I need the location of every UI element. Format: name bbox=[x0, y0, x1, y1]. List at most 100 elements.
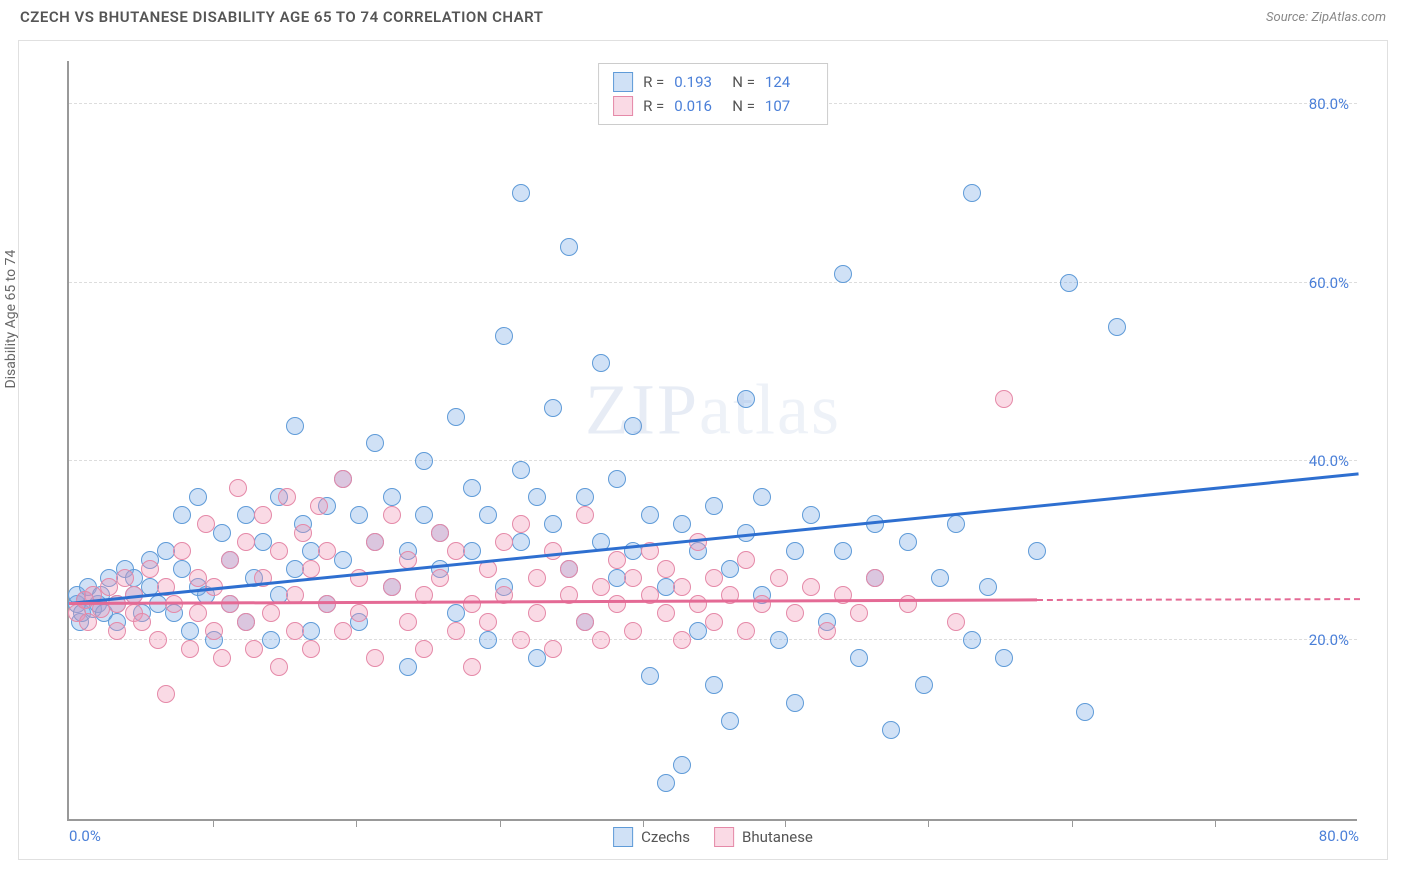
scatter-point bbox=[512, 184, 530, 202]
scatter-point bbox=[213, 524, 231, 542]
scatter-point bbox=[262, 604, 280, 622]
scatter-point bbox=[197, 515, 215, 533]
scatter-point bbox=[383, 506, 401, 524]
y-tick-label: 40.0% bbox=[1309, 452, 1349, 470]
scatter-point bbox=[818, 622, 836, 640]
scatter-point bbox=[447, 408, 465, 426]
scatter-point bbox=[1076, 703, 1094, 721]
scatter-point bbox=[310, 497, 328, 515]
scatter-point bbox=[979, 578, 997, 596]
x-tick bbox=[928, 819, 929, 827]
scatter-point bbox=[1108, 318, 1126, 336]
scatter-point bbox=[608, 595, 626, 613]
scatter-point bbox=[431, 524, 449, 542]
scatter-point bbox=[229, 479, 247, 497]
x-tick bbox=[1072, 819, 1073, 827]
legend-item-bhutanese: Bhutanese bbox=[714, 827, 813, 847]
scatter-point bbox=[592, 631, 610, 649]
scatter-point bbox=[899, 533, 917, 551]
scatter-point bbox=[834, 542, 852, 560]
scatter-point bbox=[350, 604, 368, 622]
scatter-point bbox=[173, 506, 191, 524]
trend-line-dashed bbox=[1036, 598, 1359, 601]
scatter-point bbox=[544, 399, 562, 417]
correlation-stats-box: R = 0.193 N = 124 R = 0.016 N = 107 bbox=[598, 63, 828, 125]
legend-swatch-czechs bbox=[613, 827, 633, 847]
scatter-point bbox=[237, 613, 255, 631]
scatter-point bbox=[624, 569, 642, 587]
scatter-point bbox=[512, 461, 530, 479]
scatter-point bbox=[753, 488, 771, 506]
chart-title: CZECH VS BHUTANESE DISABILITY AGE 65 TO … bbox=[20, 8, 543, 26]
scatter-point bbox=[673, 578, 691, 596]
scatter-point bbox=[608, 551, 626, 569]
scatter-point bbox=[576, 613, 594, 631]
stats-row-bhutanese: R = 0.016 N = 107 bbox=[609, 94, 817, 118]
scatter-point bbox=[705, 676, 723, 694]
scatter-point bbox=[882, 721, 900, 739]
x-tick bbox=[213, 819, 214, 827]
y-tick-label: 80.0% bbox=[1309, 95, 1349, 113]
scatter-point bbox=[463, 542, 481, 560]
scatter-point bbox=[302, 622, 320, 640]
scatter-point bbox=[673, 515, 691, 533]
scatter-point bbox=[181, 640, 199, 658]
scatter-point bbox=[689, 622, 707, 640]
scatter-point bbox=[334, 470, 352, 488]
legend-item-czechs: Czechs bbox=[613, 827, 690, 847]
scatter-point bbox=[254, 506, 272, 524]
scatter-point bbox=[383, 578, 401, 596]
scatter-point bbox=[512, 631, 530, 649]
scatter-point bbox=[641, 506, 659, 524]
scatter-point bbox=[866, 569, 884, 587]
scatter-point bbox=[294, 524, 312, 542]
scatter-point bbox=[399, 551, 417, 569]
scatter-point bbox=[592, 578, 610, 596]
scatter-point bbox=[463, 658, 481, 676]
stats-row-czechs: R = 0.193 N = 124 bbox=[609, 70, 817, 94]
chart-container: Disability Age 65 to 74 ZIPatlas R = 0.1… bbox=[18, 40, 1388, 860]
gridline bbox=[69, 282, 1357, 283]
scatter-point bbox=[576, 506, 594, 524]
scatter-point bbox=[931, 569, 949, 587]
scatter-point bbox=[689, 595, 707, 613]
scatter-point bbox=[673, 631, 691, 649]
scatter-point bbox=[149, 631, 167, 649]
scatter-point bbox=[278, 488, 296, 506]
scatter-point bbox=[399, 613, 417, 631]
scatter-point bbox=[383, 488, 401, 506]
scatter-point bbox=[270, 658, 288, 676]
scatter-point bbox=[544, 640, 562, 658]
scatter-point bbox=[770, 569, 788, 587]
scatter-point bbox=[528, 649, 546, 667]
scatter-point bbox=[495, 533, 513, 551]
scatter-point bbox=[415, 506, 433, 524]
scatter-point bbox=[165, 595, 183, 613]
scatter-point bbox=[576, 488, 594, 506]
scatter-point bbox=[657, 774, 675, 792]
scatter-point bbox=[608, 470, 626, 488]
y-axis-label: Disability Age 65 to 74 bbox=[3, 250, 19, 389]
scatter-point bbox=[495, 327, 513, 345]
scatter-point bbox=[737, 551, 755, 569]
scatter-point bbox=[705, 497, 723, 515]
scatter-point bbox=[753, 595, 771, 613]
scatter-point bbox=[447, 622, 465, 640]
scatter-point bbox=[318, 542, 336, 560]
scatter-point bbox=[657, 560, 675, 578]
scatter-point bbox=[995, 649, 1013, 667]
swatch-czechs bbox=[613, 72, 633, 92]
scatter-point bbox=[995, 390, 1013, 408]
scatter-point bbox=[1028, 542, 1046, 560]
scatter-point bbox=[641, 667, 659, 685]
scatter-point bbox=[189, 488, 207, 506]
scatter-point bbox=[189, 604, 207, 622]
scatter-point bbox=[463, 595, 481, 613]
scatter-point bbox=[79, 613, 97, 631]
scatter-point bbox=[544, 515, 562, 533]
scatter-point bbox=[850, 604, 868, 622]
scatter-point bbox=[213, 649, 231, 667]
x-tick-label: 80.0% bbox=[1319, 827, 1359, 845]
scatter-point bbox=[512, 533, 530, 551]
scatter-point bbox=[915, 676, 933, 694]
